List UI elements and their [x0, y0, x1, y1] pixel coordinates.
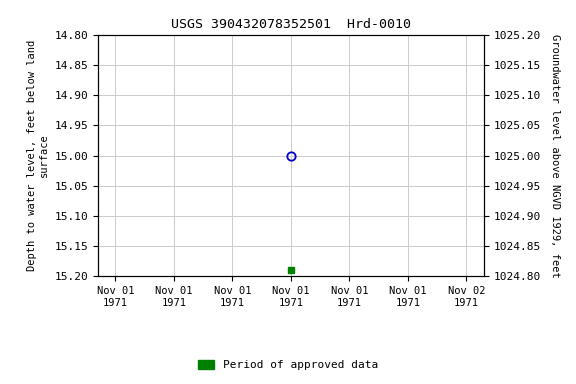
Y-axis label: Groundwater level above NGVD 1929, feet: Groundwater level above NGVD 1929, feet — [550, 34, 560, 277]
Title: USGS 390432078352501  Hrd-0010: USGS 390432078352501 Hrd-0010 — [171, 18, 411, 31]
Legend: Period of approved data: Period of approved data — [193, 356, 383, 375]
Y-axis label: Depth to water level, feet below land
surface: Depth to water level, feet below land su… — [27, 40, 49, 271]
